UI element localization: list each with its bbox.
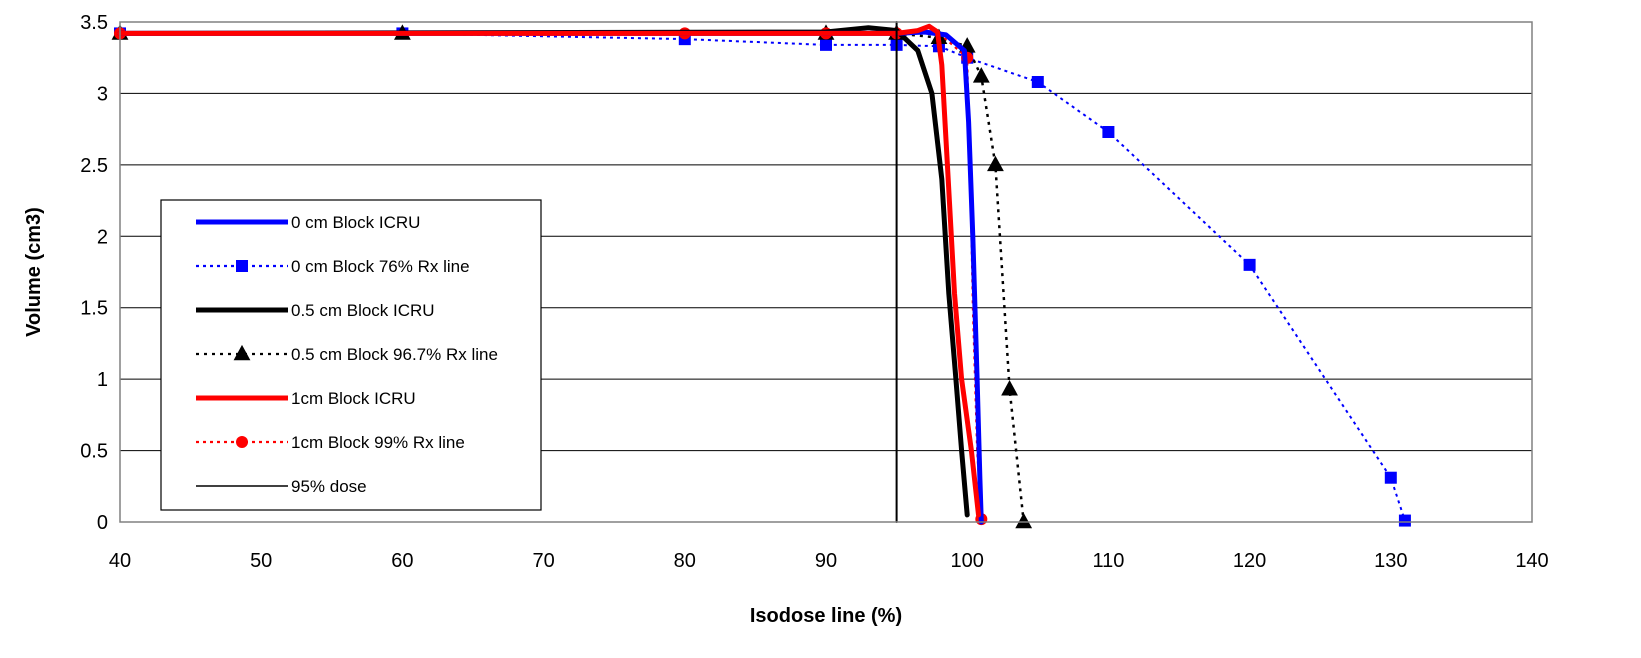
y-tick-label: 2 bbox=[97, 226, 108, 248]
legend-label-4: 1cm Block ICRU bbox=[291, 389, 416, 408]
series-line-4 bbox=[117, 23, 981, 518]
series-line-1 bbox=[120, 32, 1406, 521]
y-tick-label: 0.5 bbox=[80, 441, 108, 463]
legend-marker-5 bbox=[236, 436, 248, 448]
y-tick-label: 1.5 bbox=[80, 298, 108, 320]
legend-label-2: 0.5 cm Block ICRU bbox=[291, 301, 435, 320]
plot-frame bbox=[119, 21, 1533, 523]
x-tick-label: 140 bbox=[1515, 550, 1548, 572]
y-axis-title: Volume (cm3) bbox=[23, 207, 45, 337]
y-tick-label: 2.5 bbox=[80, 155, 108, 177]
x-tick-label: 50 bbox=[250, 550, 272, 572]
series-1-point bbox=[1102, 126, 1115, 138]
x-tick-label: 40 bbox=[109, 550, 131, 572]
series-3-point bbox=[1001, 380, 1018, 396]
legend-marker-1 bbox=[236, 260, 248, 272]
x-tick-label: 60 bbox=[391, 550, 413, 572]
series-line-2 bbox=[117, 25, 970, 518]
x-tick-label: 100 bbox=[951, 550, 984, 572]
legend: 0 cm Block ICRU 0 cm Block 76% Rx line 0.5… bbox=[160, 199, 542, 511]
y-tick-label: 0 bbox=[97, 512, 108, 534]
legend-box bbox=[160, 199, 542, 511]
legend-label-6: 95% dose bbox=[291, 477, 367, 496]
series-3-point bbox=[1015, 512, 1033, 529]
y-tick-label: 3 bbox=[97, 83, 108, 105]
x-tick-label: 90 bbox=[815, 550, 837, 572]
legend-marker-3 bbox=[233, 344, 251, 361]
y-tick-label: 3.5 bbox=[80, 12, 108, 34]
series-1-point bbox=[820, 38, 832, 51]
series-1-point bbox=[1243, 258, 1256, 271]
series-1-point bbox=[1384, 471, 1397, 484]
series-3-point bbox=[987, 155, 1004, 172]
legend-label-0: 0 cm Block ICRU bbox=[291, 213, 420, 232]
y-tick-label: 1 bbox=[97, 369, 108, 391]
series-1-point bbox=[1398, 514, 1411, 527]
series-3-point bbox=[972, 67, 990, 83]
x-tick-label: 120 bbox=[1233, 550, 1266, 572]
x-tick-labels: 40 50 60 70 80 90 100 110 120 130 140 bbox=[109, 550, 1549, 572]
y-tick-labels: 0 0.5 1 1.5 2 2.5 3 3.5 bbox=[80, 12, 108, 534]
legend-label-3: 0.5 cm Block 96.7% Rx line bbox=[291, 345, 498, 364]
series-1-point bbox=[1031, 76, 1044, 88]
series-layer bbox=[111, 21, 1411, 529]
legend-label-5: 1cm Block 99% Rx line bbox=[291, 433, 465, 452]
legend-label-1: 0 cm Block 76% Rx line bbox=[291, 257, 470, 276]
x-tick-label: 110 bbox=[1092, 550, 1124, 572]
x-tick-label: 80 bbox=[674, 550, 696, 572]
x-axis-title: Isodose line (%) bbox=[750, 605, 902, 627]
x-tick-label: 70 bbox=[532, 550, 554, 572]
x-tick-label: 130 bbox=[1374, 550, 1407, 572]
